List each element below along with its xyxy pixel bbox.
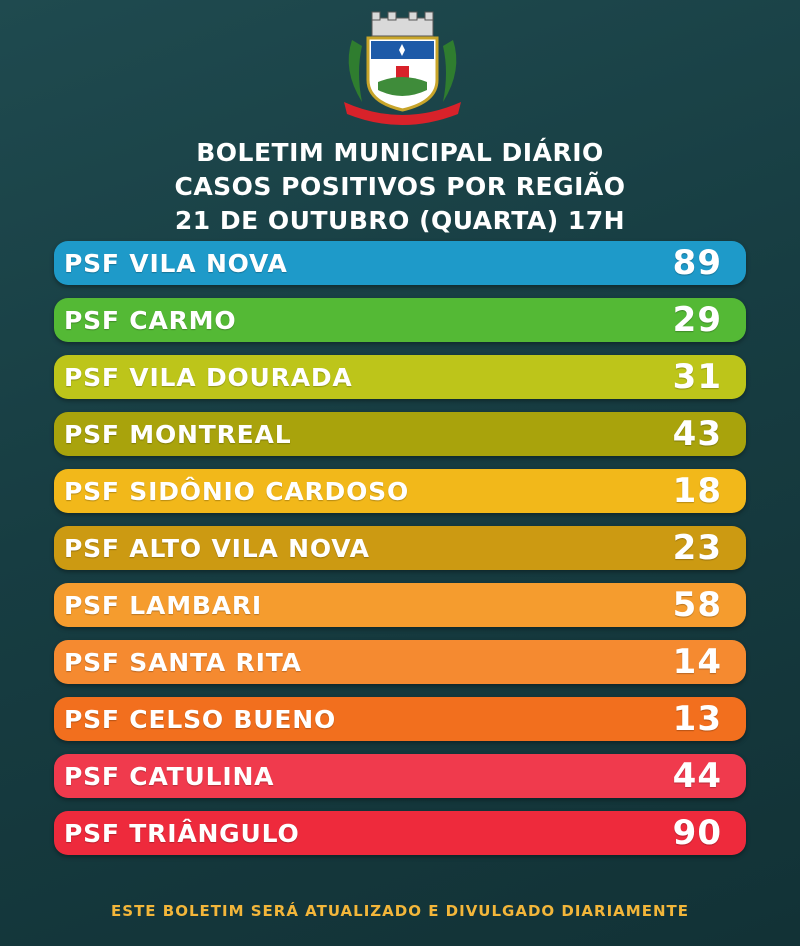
region-row-lambari: PSF LAMBARI 58	[54, 583, 746, 627]
region-value: 58	[672, 585, 722, 625]
region-row-carmo: PSF CARMO 29	[54, 298, 746, 342]
region-list: PSF VILA NOVA 89 PSF CARMO 29 PSF VILA D…	[54, 241, 746, 868]
region-value: 90	[672, 813, 722, 853]
region-value: 44	[672, 756, 722, 796]
region-label: PSF MONTREAL	[64, 419, 292, 449]
region-label: PSF CELSO BUENO	[64, 704, 337, 734]
region-value: 14	[672, 642, 722, 682]
region-row-alto-vila-nova: PSF ALTO VILA NOVA 23	[54, 526, 746, 570]
region-value: 18	[672, 471, 722, 511]
region-value: 31	[672, 357, 722, 397]
region-label: PSF TRIÂNGULO	[64, 818, 300, 848]
region-row-celso-bueno: PSF CELSO BUENO 13	[54, 697, 746, 741]
region-row-vila-nova: PSF VILA NOVA 89	[54, 241, 746, 285]
region-row-sidonio-cardoso: PSF SIDÔNIO CARDOSO 18	[54, 469, 746, 513]
region-label: PSF ALTO VILA NOVA	[64, 533, 370, 563]
bulletin-subtitle: CASOS POSITIVOS POR REGIÃO	[174, 172, 626, 201]
region-label: PSF VILA NOVA	[64, 248, 288, 278]
bulletin-title: BOLETIM MUNICIPAL DIÁRIO	[196, 138, 604, 167]
region-row-triangulo: PSF TRIÂNGULO 90	[54, 811, 746, 855]
region-value: 29	[672, 300, 722, 340]
region-value: 89	[672, 243, 722, 283]
region-row-montreal: PSF MONTREAL 43	[54, 412, 746, 456]
region-row-catulina: PSF CATULINA 44	[54, 754, 746, 798]
region-label: PSF LAMBARI	[64, 590, 263, 620]
region-row-santa-rita: PSF SANTA RITA 14	[54, 640, 746, 684]
municipal-crest-logo	[344, 11, 461, 125]
region-row-vila-dourada: PSF VILA DOURADA 31	[54, 355, 746, 399]
region-label: PSF CATULINA	[64, 761, 275, 791]
bulletin-date: 21 DE OUTUBRO (QUARTA) 17H	[174, 206, 626, 235]
region-value: 13	[672, 699, 722, 739]
footer-note: ESTE BOLETIM SERÁ ATUALIZADO E DIVULGADO…	[111, 902, 689, 920]
region-label: PSF VILA DOURADA	[64, 362, 353, 392]
region-label: PSF CARMO	[64, 305, 237, 335]
region-label: PSF SANTA RITA	[64, 647, 302, 677]
region-value: 43	[672, 414, 722, 454]
region-label: PSF SIDÔNIO CARDOSO	[64, 476, 410, 506]
region-value: 23	[672, 528, 722, 568]
